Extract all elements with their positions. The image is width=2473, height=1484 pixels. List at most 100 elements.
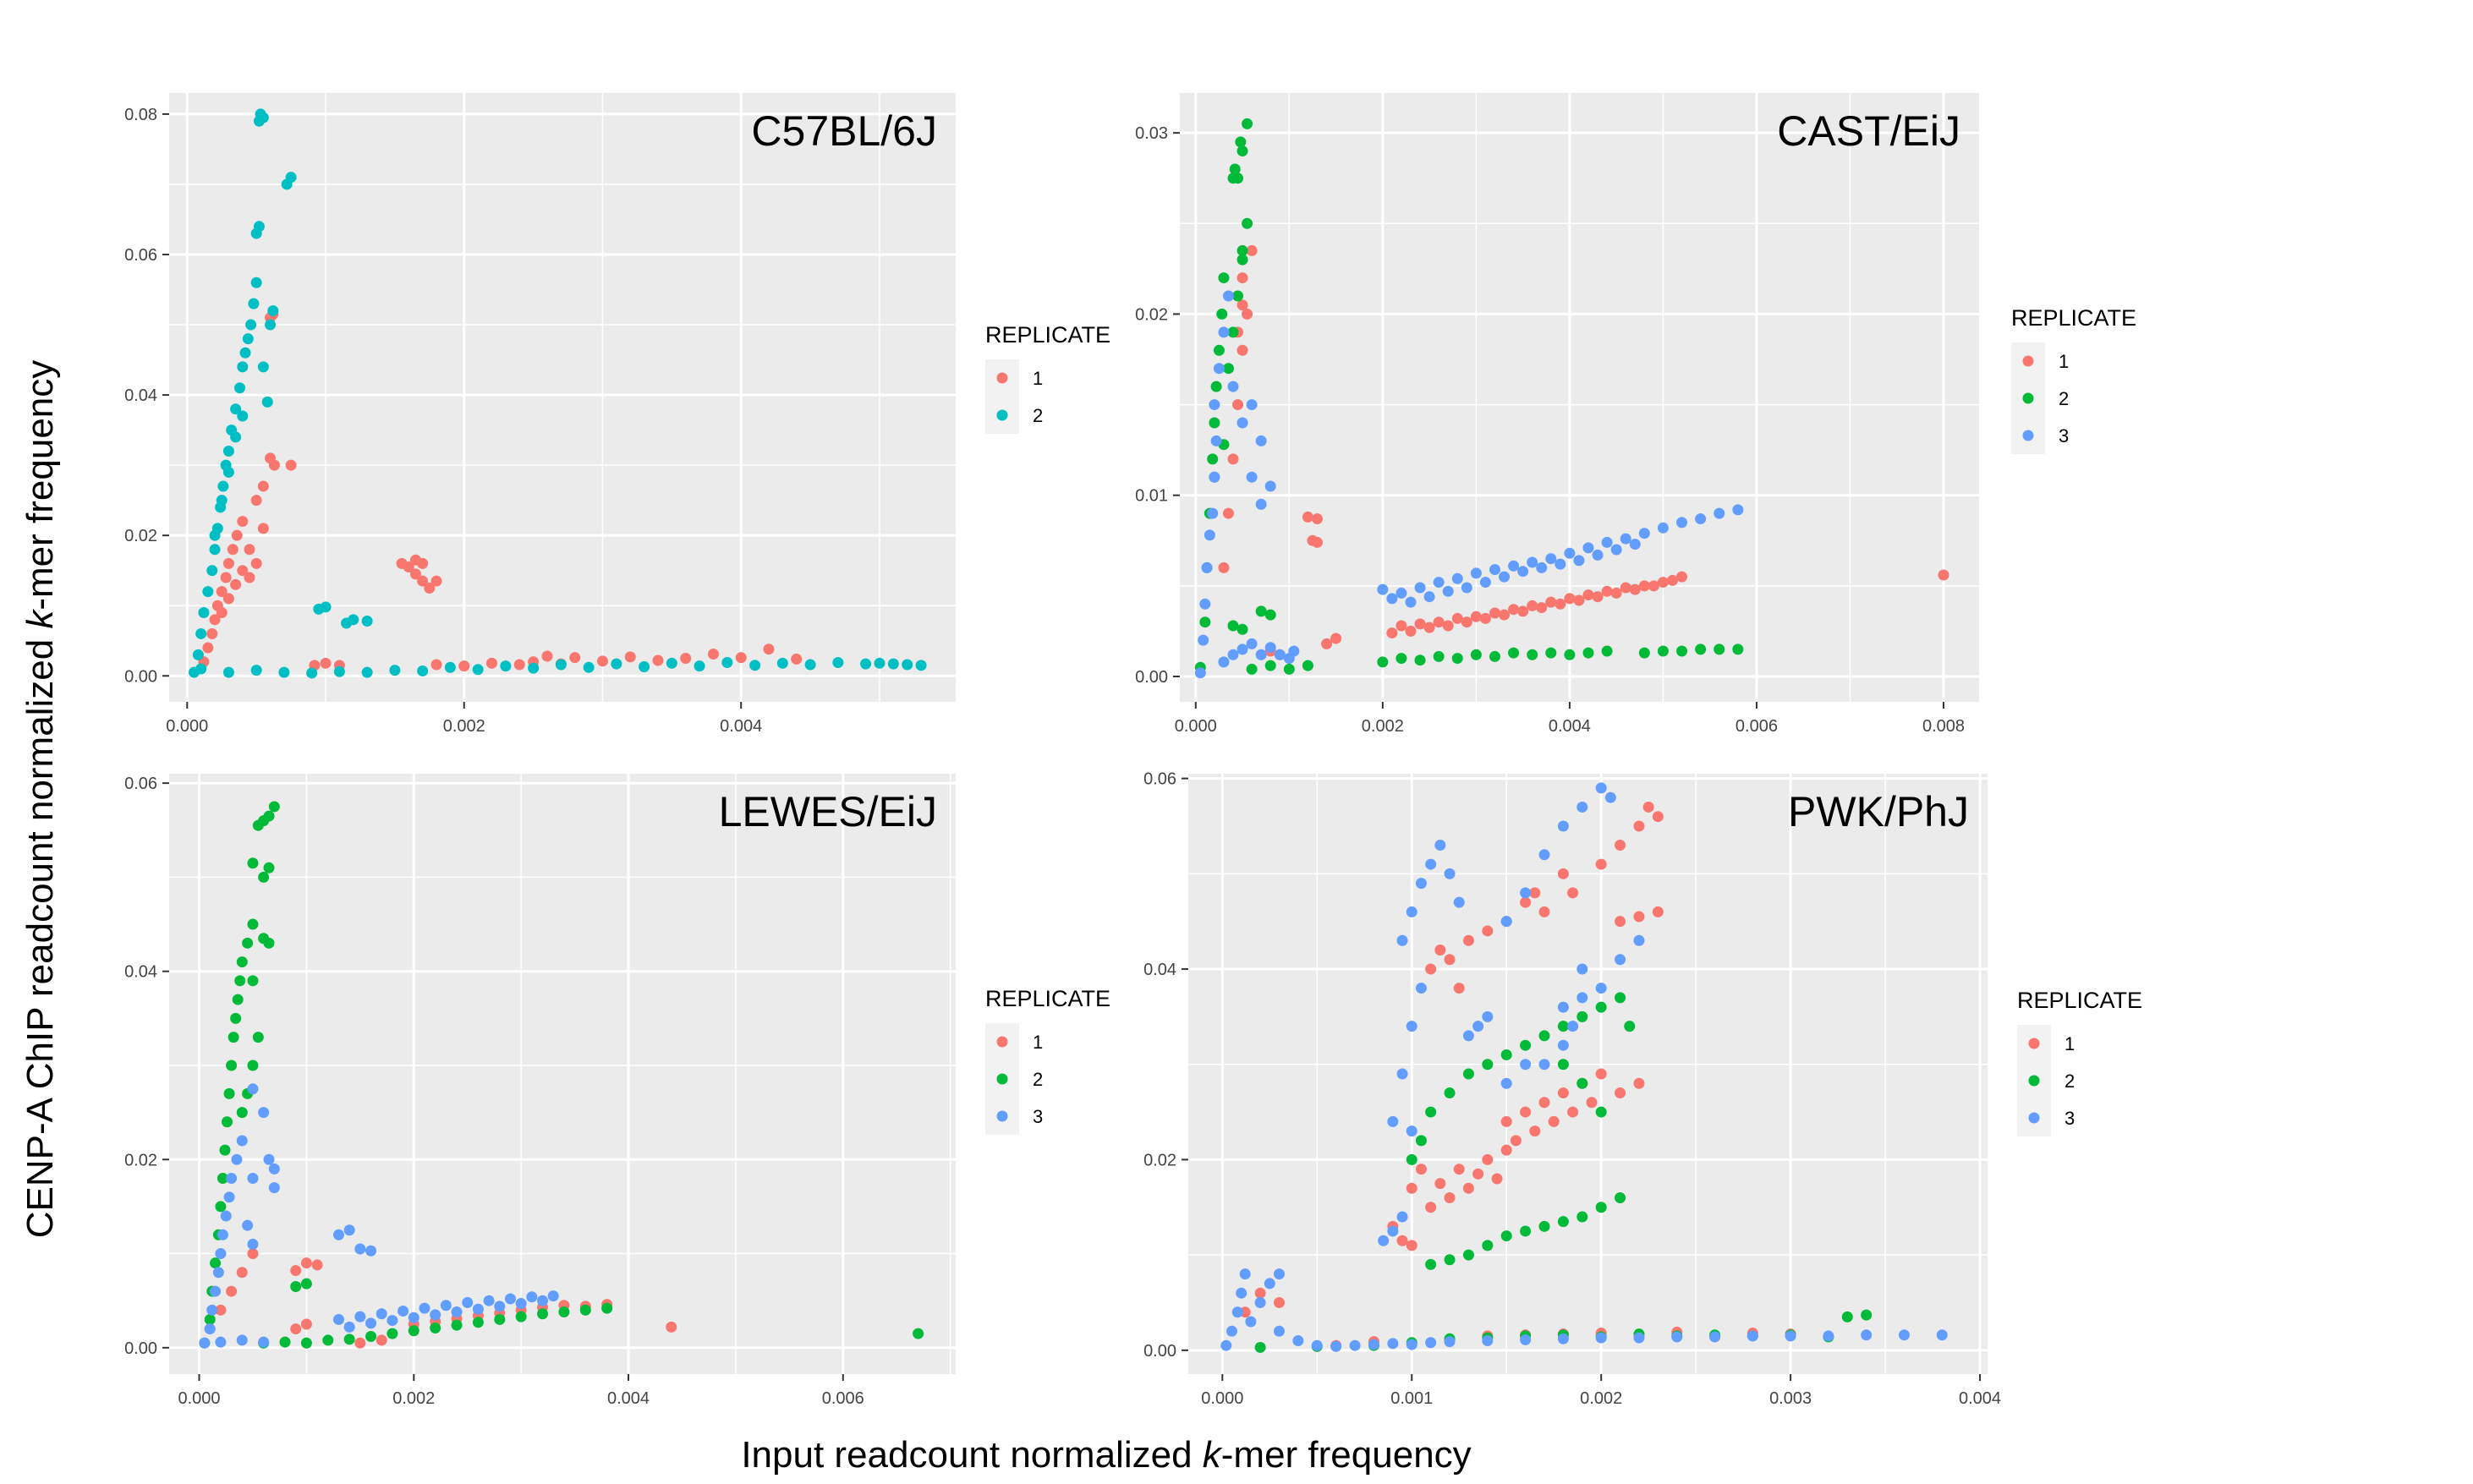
data-point xyxy=(1273,1268,1285,1280)
panel-title: CAST/EiJ xyxy=(1777,107,1960,155)
data-point xyxy=(290,1323,302,1335)
data-point xyxy=(1538,1220,1550,1232)
data-point xyxy=(887,658,899,670)
data-point xyxy=(874,657,886,669)
data-point xyxy=(1709,1331,1721,1343)
legend-marker xyxy=(996,409,1008,421)
data-point xyxy=(1615,1087,1626,1099)
data-point xyxy=(247,918,259,930)
data-point xyxy=(417,665,429,676)
data-point xyxy=(1292,1335,1304,1347)
data-point xyxy=(247,975,259,987)
data-point xyxy=(361,666,373,678)
data-point xyxy=(1444,1336,1456,1348)
data-point xyxy=(1311,1339,1323,1351)
data-point xyxy=(389,665,401,676)
data-point xyxy=(1557,1333,1569,1344)
data-point xyxy=(1491,1173,1503,1185)
panel-background xyxy=(169,93,956,702)
data-point xyxy=(1423,591,1435,603)
data-point xyxy=(417,575,429,587)
data-point xyxy=(263,1153,275,1165)
data-point xyxy=(1406,1153,1417,1165)
data-point xyxy=(1573,594,1585,606)
data-point xyxy=(1861,1329,1873,1341)
data-point xyxy=(247,857,259,869)
data-point xyxy=(1567,1106,1579,1118)
data-point xyxy=(1601,585,1613,597)
data-point xyxy=(430,659,442,671)
data-point xyxy=(485,657,497,669)
panel: 0.000 0.001 0.002 0.003 0.004 0.00 0.02 0.04 0.0… xyxy=(1143,770,2142,1408)
data-point xyxy=(1274,649,1286,660)
data-point xyxy=(1433,650,1445,662)
data-point xyxy=(231,529,243,541)
data-point xyxy=(267,304,279,316)
data-point xyxy=(1377,656,1389,668)
legend-marker xyxy=(2022,392,2034,404)
data-point xyxy=(1557,1039,1569,1051)
data-point xyxy=(220,1210,232,1222)
data-point xyxy=(1227,326,1239,338)
data-point xyxy=(1601,645,1613,657)
data-point xyxy=(223,1087,235,1099)
legend-label: 1 xyxy=(2059,351,2069,372)
data-point xyxy=(257,480,269,492)
data-point xyxy=(1573,555,1585,567)
data-point xyxy=(387,1328,398,1339)
data-point xyxy=(440,1300,452,1312)
panel-background xyxy=(1188,774,1988,1374)
series-3 xyxy=(1220,782,1948,1352)
data-point xyxy=(1387,1225,1399,1237)
data-point xyxy=(1246,244,1258,256)
data-point xyxy=(1254,1341,1266,1353)
data-point xyxy=(444,661,456,673)
data-point xyxy=(1209,471,1220,483)
data-point xyxy=(1396,620,1407,632)
data-point xyxy=(515,1311,527,1322)
data-point xyxy=(212,1267,224,1279)
data-point xyxy=(300,1318,312,1330)
legend-title: REPLICATE xyxy=(985,986,1110,1011)
data-point xyxy=(1527,649,1538,660)
data-point xyxy=(1529,1125,1541,1137)
data-point xyxy=(1564,649,1576,660)
data-point xyxy=(257,523,269,534)
x-axis-label-pre: Input readcount normalized xyxy=(741,1434,1202,1476)
panel-title: PWK/PhJ xyxy=(1788,788,1969,835)
data-point xyxy=(209,544,221,556)
data-point xyxy=(1242,308,1253,320)
data-point xyxy=(1479,577,1491,589)
data-point xyxy=(1311,536,1323,548)
data-point xyxy=(1520,896,1532,908)
panel-background xyxy=(169,774,956,1374)
legend-label: 3 xyxy=(2064,1108,2075,1129)
x-tick-label: 0.004 xyxy=(720,717,762,736)
data-point xyxy=(1386,627,1398,639)
data-point xyxy=(1444,954,1456,966)
data-point xyxy=(1732,643,1744,655)
data-point xyxy=(1255,605,1267,617)
data-point xyxy=(1414,582,1426,594)
data-point xyxy=(1255,435,1267,446)
data-point xyxy=(236,1267,248,1279)
data-point xyxy=(1232,399,1244,411)
data-point xyxy=(1386,593,1398,605)
data-point xyxy=(1246,638,1258,649)
data-point xyxy=(1604,791,1616,803)
data-point xyxy=(1330,1340,1342,1352)
data-point xyxy=(1642,801,1654,813)
data-point xyxy=(513,659,525,671)
data-point xyxy=(263,937,275,949)
data-point xyxy=(1520,1059,1532,1071)
data-point xyxy=(1255,649,1267,660)
data-point xyxy=(1396,1235,1408,1246)
data-point xyxy=(1538,1059,1550,1071)
panel-title: LEWES/EiJ xyxy=(719,788,937,835)
data-point xyxy=(1387,1115,1399,1127)
data-point xyxy=(1425,1202,1437,1213)
y-tick-label: 0.01 xyxy=(1135,487,1168,506)
data-point xyxy=(1557,1021,1569,1032)
data-point xyxy=(230,578,242,590)
data-point xyxy=(1204,529,1215,541)
